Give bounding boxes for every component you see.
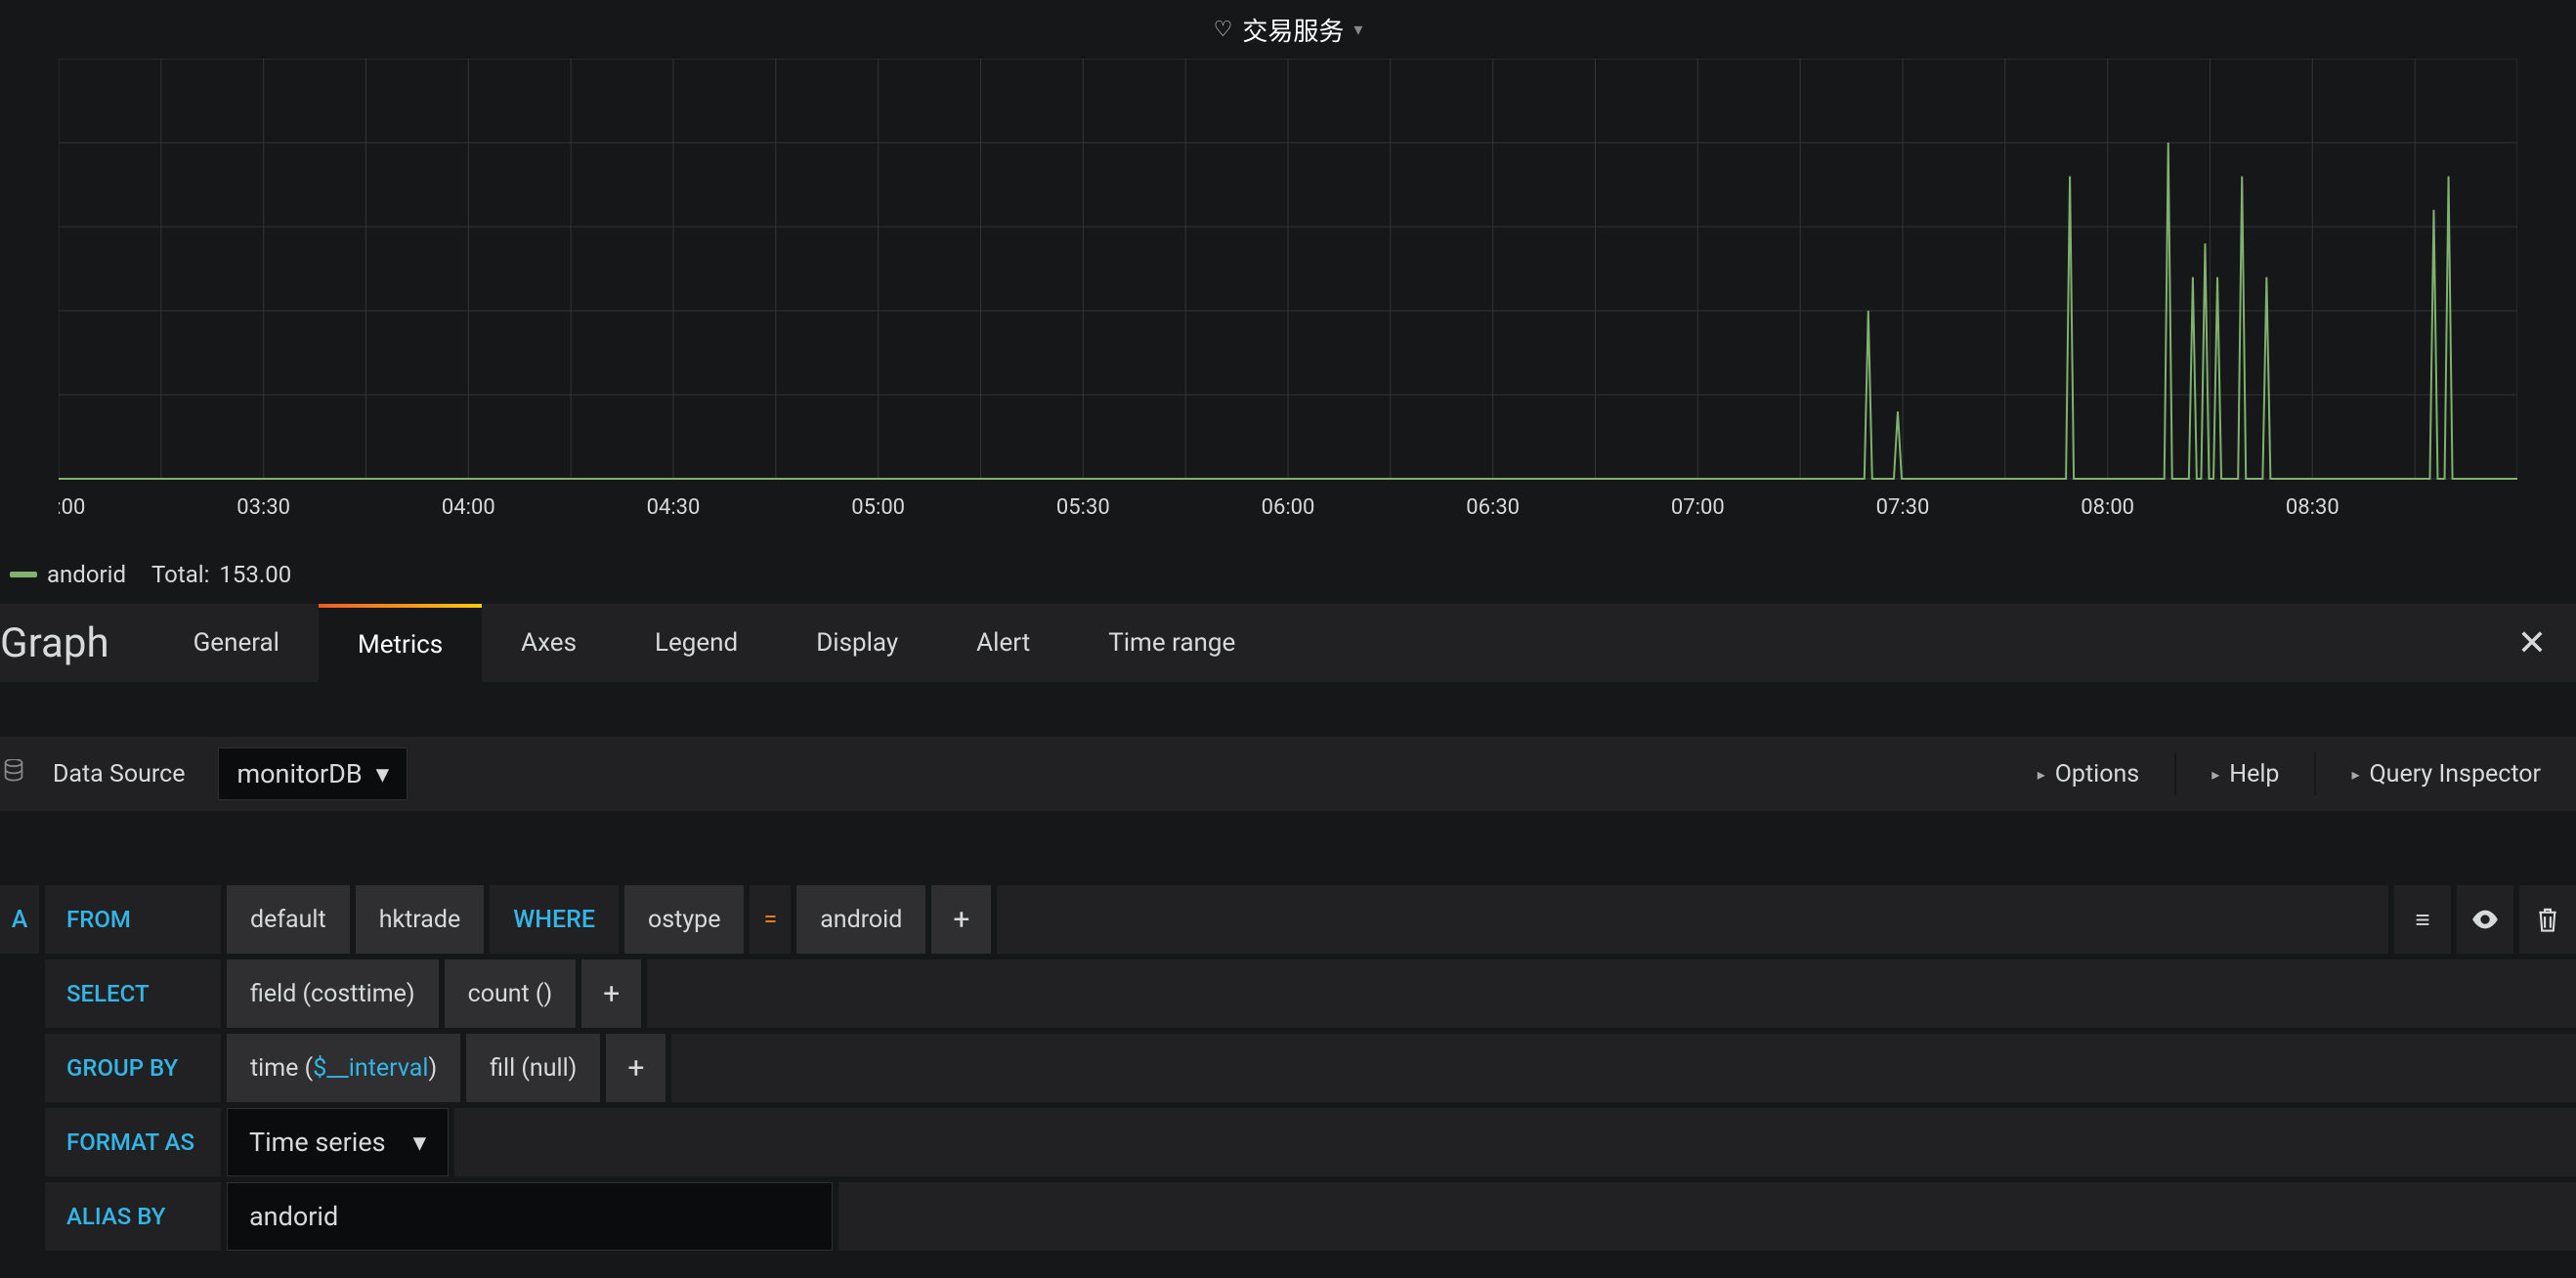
select-aggregation[interactable]: count () — [445, 959, 577, 1028]
groupby-time[interactable]: time ($__interval) — [227, 1034, 460, 1102]
query-inspector-button[interactable]: ▸ Query Inspector — [2332, 750, 2560, 798]
from-keyword: FROM — [45, 885, 221, 954]
tab-alert[interactable]: Alert — [937, 604, 1069, 682]
caret-right-icon: ▸ — [2211, 765, 2219, 784]
where-field[interactable]: ostype — [624, 885, 744, 954]
tab-axes[interactable]: Axes — [482, 604, 616, 682]
svg-text:07:00: 07:00 — [1671, 495, 1725, 520]
query-alias-row: ALIAS BY andorid — [0, 1182, 2576, 1251]
where-value[interactable]: android — [796, 885, 925, 954]
caret-right-icon: ▸ — [2351, 765, 2359, 784]
heart-icon: ♡ — [1214, 18, 1233, 42]
query-from-row: A FROM default hktrade WHERE ostype = an… — [0, 885, 2576, 954]
chevron-down-icon: ▾ — [413, 1127, 427, 1158]
groupby-keyword: GROUP BY — [45, 1034, 221, 1102]
panel-title: 交易服务 — [1242, 12, 1344, 48]
datasource-select[interactable]: monitorDB ▾ — [218, 747, 408, 800]
tab-display[interactable]: Display — [777, 604, 937, 682]
svg-text:07:30: 07:30 — [1876, 495, 1930, 520]
format-select[interactable]: Time series ▾ — [227, 1108, 449, 1176]
chart-svg: 02.55.07.510.012.5 03:0003:3004:0004:300… — [59, 59, 2517, 528]
legend-series-name: andorid — [47, 561, 126, 588]
query-editor: A FROM default hktrade WHERE ostype = an… — [0, 885, 2576, 1251]
svg-text:04:30: 04:30 — [647, 495, 701, 520]
query-select-row: SELECT field (costtime) count () + — [0, 959, 2576, 1028]
query-ref-letter[interactable]: A — [0, 885, 39, 954]
groupby-fill[interactable]: fill (null) — [466, 1034, 600, 1102]
tab-metrics[interactable]: Metrics — [319, 604, 482, 682]
svg-text:08:30: 08:30 — [2286, 495, 2340, 520]
legend-stat-label: Total: — [151, 561, 209, 588]
chart-panel[interactable]: 02.55.07.510.012.5 03:0003:3004:0004:300… — [0, 59, 2576, 557]
alias-keyword: ALIAS BY — [45, 1182, 221, 1251]
where-add-button[interactable]: + — [931, 885, 991, 954]
select-keyword: SELECT — [45, 959, 221, 1028]
tab-legend[interactable]: Legend — [616, 604, 777, 682]
datasource-label: Data Source — [53, 760, 185, 788]
select-add-button[interactable]: + — [581, 959, 641, 1028]
database-icon — [4, 759, 23, 788]
alias-input[interactable]: andorid — [227, 1182, 833, 1251]
datasource-row: Data Source monitorDB ▾ ▸ Options ▸ Help… — [0, 737, 2576, 811]
svg-text:08:00: 08:00 — [2081, 495, 2134, 520]
help-button[interactable]: ▸ Help — [2192, 750, 2298, 798]
where-operator[interactable]: = — [750, 885, 791, 954]
close-icon[interactable]: ✕ — [2517, 622, 2547, 663]
editor-tabs-row: Graph GeneralMetricsAxesLegendDisplayAle… — [0, 604, 2576, 682]
groupby-add-button[interactable]: + — [606, 1034, 665, 1102]
query-toggle-visibility-button[interactable] — [2457, 885, 2513, 954]
query-delete-button[interactable] — [2519, 885, 2576, 954]
query-menu-button[interactable]: ≡ — [2394, 885, 2451, 954]
svg-text:03:30: 03:30 — [236, 495, 290, 520]
where-keyword: WHERE — [490, 885, 619, 954]
from-policy[interactable]: default — [227, 885, 350, 954]
svg-text:05:30: 05:30 — [1056, 495, 1110, 520]
svg-text:06:30: 06:30 — [1466, 495, 1520, 520]
query-format-row: FORMAT AS Time series ▾ — [0, 1108, 2576, 1176]
from-measurement[interactable]: hktrade — [356, 885, 485, 954]
caret-right-icon: ▸ — [2038, 765, 2045, 784]
panel-header[interactable]: ♡ 交易服务 ▾ — [0, 0, 2576, 59]
format-keyword: FORMAT AS — [45, 1108, 221, 1176]
tab-general[interactable]: General — [154, 604, 319, 682]
svg-text:05:00: 05:00 — [851, 495, 905, 520]
options-button[interactable]: ▸ Options — [2018, 750, 2160, 798]
chevron-down-icon[interactable]: ▾ — [1353, 20, 1362, 40]
legend-stat-value: 153.00 — [219, 561, 291, 588]
chevron-down-icon: ▾ — [376, 758, 390, 789]
select-field[interactable]: field (costtime) — [227, 959, 439, 1028]
svg-text:04:00: 04:00 — [442, 495, 495, 520]
datasource-selected: monitorDB — [236, 758, 362, 789]
legend-swatch — [10, 572, 37, 577]
svg-text:03:00: 03:00 — [59, 495, 85, 520]
query-groupby-row: GROUP BY time ($__interval) fill (null) … — [0, 1034, 2576, 1102]
svg-text:06:00: 06:00 — [1262, 495, 1315, 520]
editor-title: Graph — [0, 619, 154, 667]
chart-legend[interactable]: andorid Total: 153.00 — [0, 557, 2576, 604]
tab-time-range[interactable]: Time range — [1069, 604, 1274, 682]
